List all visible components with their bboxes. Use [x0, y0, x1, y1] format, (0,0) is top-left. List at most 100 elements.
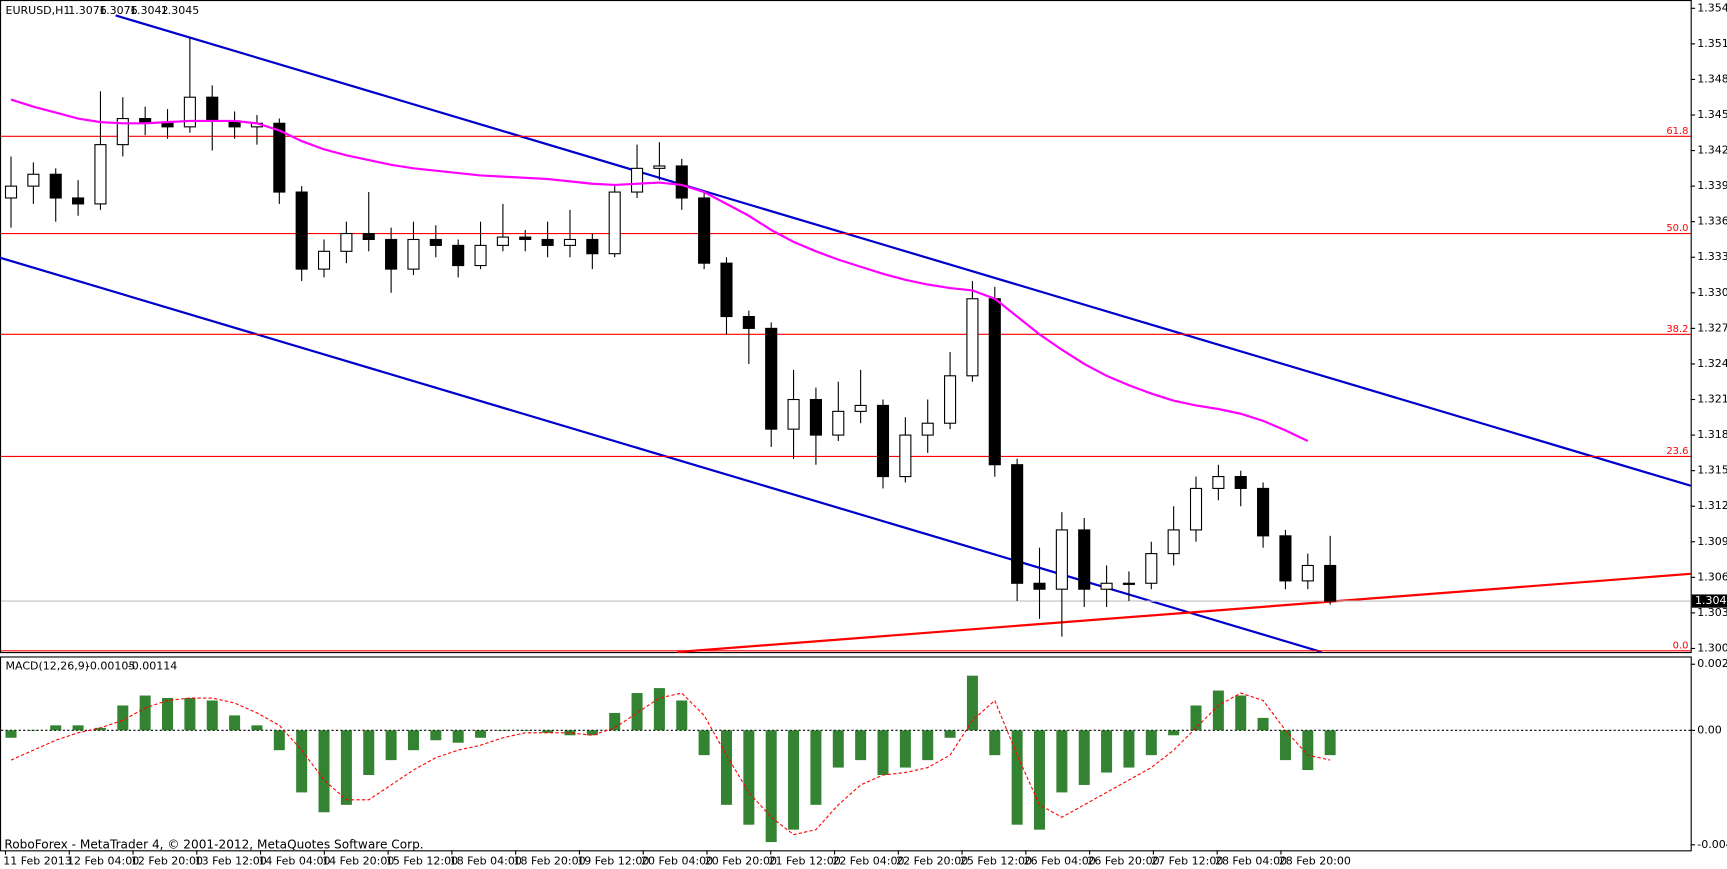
macd-bar	[743, 730, 755, 825]
macd-plot-frame	[0, 656, 1692, 852]
candle-body	[161, 122, 174, 128]
ohlc-value: 1.3042	[130, 4, 169, 17]
candle-body	[765, 327, 778, 430]
x-tick-label: 26 Feb 04:00	[1024, 854, 1096, 867]
candle-body	[1167, 529, 1180, 555]
x-tick-label: 21 Feb 12:00	[769, 854, 841, 867]
x-tick-label: 14 Feb 04:00	[258, 854, 330, 867]
macd-bar	[229, 715, 241, 731]
macd-bar	[810, 730, 822, 805]
signal-line	[10, 692, 1331, 836]
moving-average	[10, 98, 1309, 442]
macd-bar	[855, 730, 867, 761]
candle-body	[27, 173, 40, 187]
y-tick-label: 0.00266	[1697, 657, 1727, 670]
macd-bar	[273, 730, 285, 751]
macd-bar	[765, 730, 777, 843]
x-tick-label: 28 Feb 04:00	[1215, 854, 1287, 867]
ohlc-value: 1.3076	[68, 4, 107, 17]
candle-body	[94, 144, 107, 205]
candle-body	[1011, 464, 1024, 584]
candle-body	[809, 398, 822, 436]
fib-label: 50.0	[1666, 223, 1688, 234]
candle-body	[698, 197, 711, 264]
y-tick-label: 1.3215	[1697, 393, 1727, 406]
candle-body	[653, 165, 666, 169]
macd-bar	[139, 695, 151, 731]
candle-body	[720, 262, 733, 318]
macd-bar	[1279, 730, 1291, 761]
macd-bar	[385, 730, 397, 761]
y-tick-label: 1.3515	[1697, 37, 1727, 50]
candle-body	[921, 422, 934, 436]
macd-bar	[519, 730, 531, 731]
macd-bar	[922, 730, 934, 761]
candle-body	[183, 96, 196, 128]
candle-body	[452, 244, 465, 267]
macd-title: MACD(12,26,9)	[6, 659, 90, 672]
macd-bar	[1145, 730, 1157, 756]
candle-body	[1324, 564, 1337, 602]
y-tick-label: 1.3275	[1697, 321, 1727, 334]
candle-body	[116, 117, 129, 146]
candle-body	[362, 232, 375, 241]
candle-body	[1145, 553, 1158, 584]
candle-body	[787, 398, 800, 430]
x-tick-label: 19 Feb 12:00	[577, 854, 649, 867]
x-tick-label: 13 Feb 12:00	[195, 854, 267, 867]
fib-label: 0.0	[1673, 640, 1689, 651]
macd-bar	[1078, 730, 1090, 785]
candle-body	[340, 232, 353, 252]
candle-body	[966, 298, 979, 377]
macd-bar	[966, 675, 978, 731]
candle-body	[1122, 582, 1135, 585]
fib-label: 61.8	[1666, 126, 1688, 137]
candle-body	[1301, 564, 1314, 582]
macd-bar	[631, 693, 643, 731]
candle-body	[1189, 487, 1203, 531]
y-tick-label: -0.00461	[1697, 838, 1727, 851]
copyright: RoboForex - MetaTrader 4, © 2001-2012, M…	[4, 837, 423, 851]
header: EURUSD,H1 1.3076 1.3076 1.3042 1.3045	[6, 4, 200, 17]
candle-body	[1234, 476, 1247, 489]
macd-bar	[1324, 730, 1336, 756]
macd-bar	[586, 730, 598, 736]
x-tick-label: 22 Feb 04:00	[832, 854, 904, 867]
macd-bar	[1011, 730, 1023, 825]
macd-bar	[609, 712, 621, 731]
main-plot-frame	[0, 0, 1692, 654]
y-tick-label: 1.3245	[1697, 357, 1727, 370]
candle-body	[742, 315, 755, 329]
macd-bar	[788, 730, 800, 830]
candle-body	[496, 236, 509, 246]
macd-bar	[407, 730, 419, 751]
y-tick-label: 1.3305	[1697, 286, 1727, 299]
x-tick-label: 18 Feb 04:00	[450, 854, 522, 867]
macd-bar	[340, 730, 352, 805]
y-tick-label: 1.3455	[1697, 108, 1727, 121]
macd-bar	[1302, 730, 1314, 771]
y-tick-label: 1.3155	[1697, 464, 1727, 477]
candle-body	[563, 238, 577, 246]
trend-line	[115, 14, 1691, 487]
y-tick-label: 1.3545	[1697, 1, 1727, 14]
macd-bar	[1257, 717, 1269, 731]
x-tick-label: 11 Feb 2013	[3, 854, 71, 867]
candle-body	[630, 167, 644, 193]
macd-bar	[72, 725, 84, 731]
macd-bar	[698, 730, 710, 756]
macd-bar	[5, 730, 17, 738]
macd-bar	[1101, 730, 1113, 773]
candle-body	[1078, 529, 1091, 590]
macd-bar	[117, 705, 129, 731]
y-tick-label: 0.00	[1697, 723, 1722, 736]
candle-body	[429, 238, 442, 246]
macd-bar	[452, 730, 464, 743]
fib-label: 23.6	[1666, 446, 1688, 457]
macd-bar	[1056, 730, 1068, 793]
macd-bar	[832, 730, 844, 768]
y-tick-label: 1.3035	[1697, 606, 1727, 619]
candle-body	[295, 191, 308, 270]
macd-bar	[318, 730, 330, 813]
